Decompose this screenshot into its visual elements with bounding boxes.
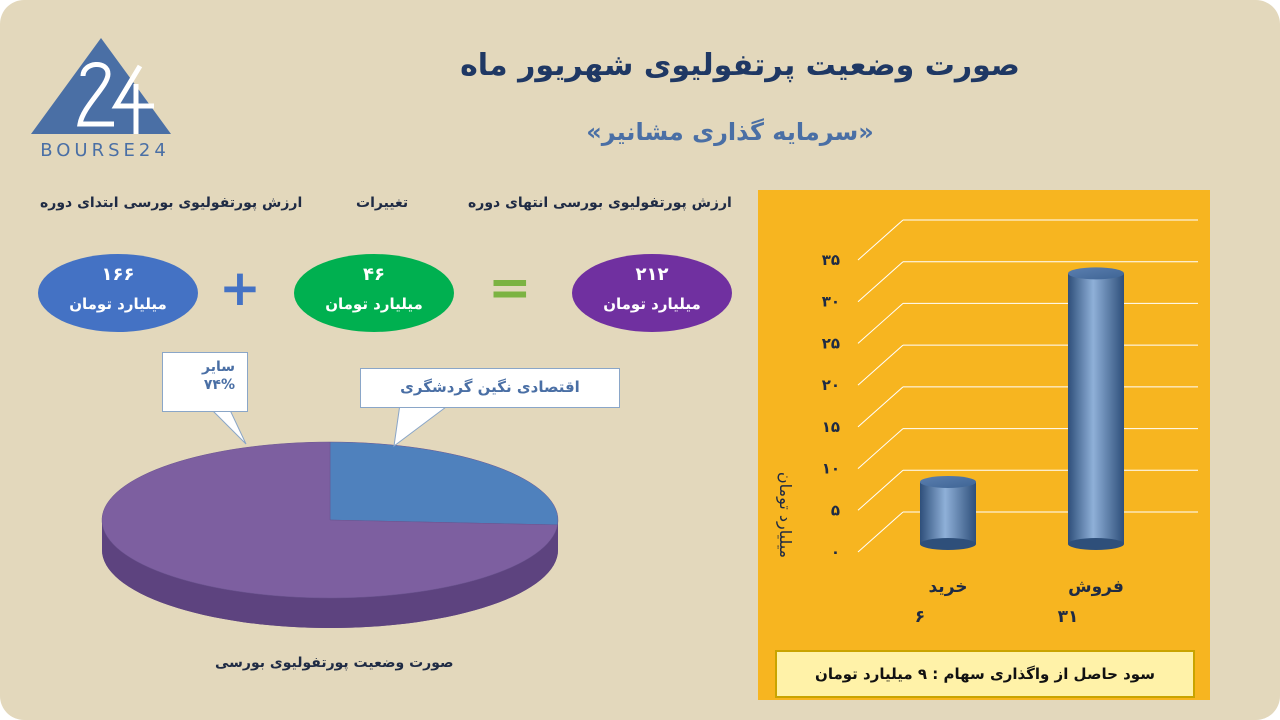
- y-tick-label: ۵: [831, 501, 840, 519]
- change-oval: ۴۶ میلیارد تومان: [294, 254, 454, 332]
- equals-sign: =: [488, 258, 532, 318]
- y-tick-label: ۳۵: [822, 251, 840, 269]
- plus-sign: +: [219, 259, 261, 317]
- pie-caption: صورت وضعیت پورتفولیوی بورسی: [215, 655, 454, 671]
- y-tick-label: ۳۰: [822, 293, 840, 311]
- callout-other-label: سایر: [202, 359, 235, 375]
- grid-diagonal: [857, 344, 904, 386]
- grid-diagonal: [857, 219, 904, 261]
- page-subtitle: «سرمایه گذاری مشانیر»: [586, 118, 874, 146]
- end-value: ۲۱۲: [635, 264, 669, 285]
- y-tick-label: ۲۵: [822, 334, 840, 352]
- bar-value-label: ۳۱: [1058, 607, 1079, 627]
- x-category-label: فروش: [1068, 577, 1124, 597]
- grid-diagonal: [857, 303, 904, 344]
- callout-other-percent: ۷۴%: [203, 377, 235, 393]
- change-label: تغییرات: [356, 195, 409, 211]
- y-tick-label: ۱۰: [822, 460, 840, 478]
- end-value-label: ارزش پورتفولیوی بورسی انتهای دوره: [468, 195, 732, 211]
- bar-base: [1068, 538, 1124, 550]
- change-value: ۴۶: [363, 264, 385, 285]
- end-value-unit: میلیارد تومان: [603, 295, 701, 313]
- pie-slice-tourism: [329, 441, 559, 526]
- bar-top: [1068, 267, 1124, 280]
- bar-body: [920, 481, 976, 544]
- bar-value-label: ۶: [915, 607, 925, 627]
- grid-diagonal: [857, 428, 904, 469]
- change-value-unit: میلیارد تومان: [325, 295, 423, 313]
- bar-chart: ۰ ۵ ۱۰ ۱۵ ۲۰ ۲۵ ۳۰ ۳۵ خرید فروش ۶ ۳۱ میلیارد توما…: [775, 219, 1198, 627]
- grid-diagonal: [857, 261, 904, 303]
- grid-diagonal: [857, 469, 904, 511]
- pie-chart: [101, 441, 559, 628]
- bar-top: [920, 475, 976, 488]
- start-value-label: ارزش پورتفولیوی بورسی ابتدای دوره: [40, 195, 303, 211]
- x-category-label: خرید: [928, 577, 967, 597]
- start-value-unit: میلیارد تومان: [69, 295, 167, 313]
- callout-other: سایر ۷۴%: [162, 352, 248, 412]
- end-value-oval: ۲۱۲ میلیارد تومان: [572, 254, 732, 332]
- grid-diagonal: [857, 511, 904, 553]
- logo-text: BOURSE24: [40, 140, 170, 161]
- bar-chart-panel: [758, 190, 1210, 700]
- bar-base: [920, 538, 976, 550]
- bourse24-logo-icon: [31, 38, 171, 134]
- page-title: صورت وضعیت پرتفولیوی شهریور ماه: [460, 48, 1020, 83]
- start-value-oval: ۱۶۶ میلیارد تومان: [38, 254, 198, 332]
- grid-diagonal: [857, 386, 904, 428]
- y-axis-label: میلیارد تومان: [775, 472, 795, 558]
- pie-slice-other: [101, 441, 558, 599]
- y-tick-label: ۰: [831, 543, 840, 561]
- start-value: ۱۶۶: [101, 264, 135, 285]
- callout-tourism: اقتصادی نگین گردشگری: [360, 368, 620, 408]
- profit-note: سود حاصل از واگذاری سهام : ۹ میلیارد توم…: [775, 650, 1195, 698]
- y-tick-label: ۱۵: [822, 418, 840, 436]
- y-tick-label: ۲۰: [822, 376, 840, 394]
- bar-body: [1068, 273, 1124, 544]
